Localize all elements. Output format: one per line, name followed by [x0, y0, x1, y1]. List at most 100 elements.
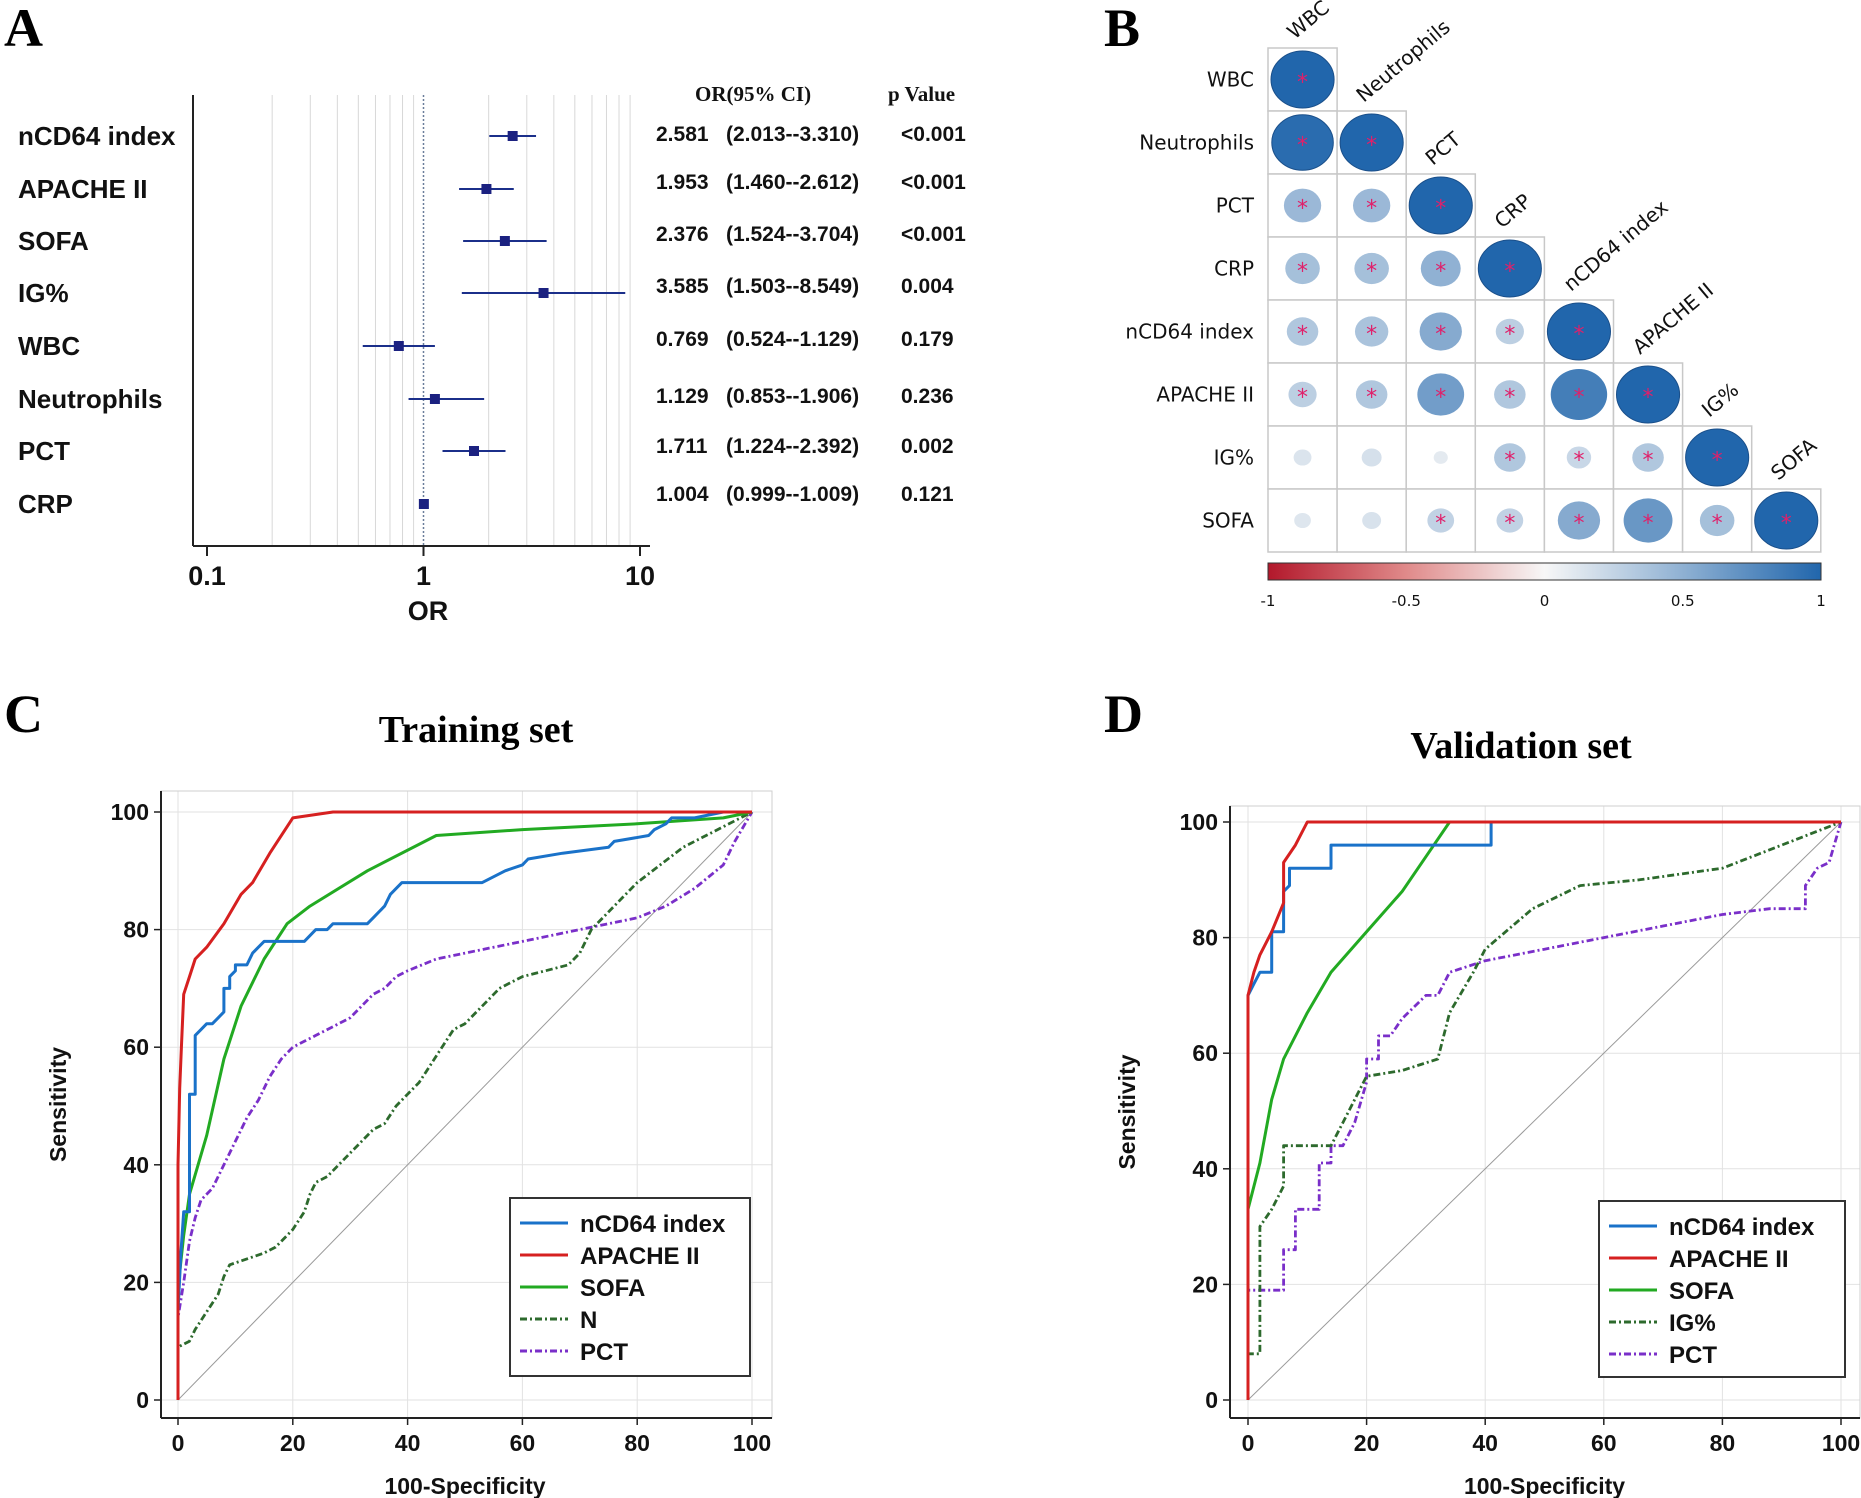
corr-significance-marker: * — [1366, 386, 1377, 411]
corr-significance-marker: * — [1297, 134, 1308, 159]
roc-y-label: Sensitivity — [45, 1047, 71, 1162]
corr-circle — [1754, 491, 1819, 550]
roc-y-tick-label: 80 — [1192, 925, 1218, 951]
corr-significance-marker: * — [1573, 323, 1584, 348]
colorbar — [1267, 562, 1822, 581]
forest-or-value: 1.129 — [656, 385, 709, 408]
roc-curve — [176, 810, 753, 1400]
corr-col-label: CRP — [1490, 189, 1536, 233]
forest-or-value: 1.953 — [656, 171, 709, 194]
corr-col-label: Neutrophils — [1351, 15, 1454, 107]
corr-significance-marker: * — [1366, 260, 1377, 285]
forest-row: Neutrophils 1.129 (0.853--1.906) 0.236 — [18, 384, 954, 414]
corr-circle — [1286, 317, 1319, 346]
forest-rows: nCD64 index 2.581 (2.013--3.310) <0.001APAC… — [18, 121, 966, 519]
roc-legend-label: APACHE II — [1669, 1246, 1789, 1273]
corr-significance-marker: * — [1435, 386, 1446, 411]
forest-or-value: 3.585 — [656, 275, 709, 298]
forest-or-marker — [393, 341, 404, 351]
forest-x-ticks: 0.1 1 10 — [188, 546, 655, 591]
roc-validation-title: Validation set — [1410, 725, 1632, 767]
corr-significance-marker: * — [1573, 512, 1584, 537]
corr-circle — [1285, 252, 1320, 285]
roc-x-tick-label: 60 — [510, 1430, 536, 1456]
forest-row-name: WBC — [18, 331, 80, 361]
roc-legend-label: SOFA — [1669, 1278, 1734, 1305]
roc-reference-diagonal — [1247, 821, 1842, 1401]
roc-training-plot: 0 20 40 60 80 100 0 20 40 60 80 100 100-Specificity S… — [45, 790, 773, 1498]
corr-row-label: APACHE II — [1156, 383, 1254, 407]
corr-significance-marker: * — [1573, 386, 1584, 411]
corr-circle — [1685, 428, 1750, 487]
corr-circle — [1616, 365, 1681, 424]
forest-row-name: SOFA — [18, 226, 89, 256]
forest-header-or: OR(95% CI) — [695, 82, 811, 106]
corr-significance-marker: * — [1504, 323, 1515, 348]
roc-validation-plot: 0 20 40 60 80 100 0 20 40 60 80 100 100-Specificity S… — [1114, 805, 1861, 1498]
corr-circle — [1494, 380, 1526, 409]
roc-x-label: 100-Specificity — [384, 1473, 545, 1498]
corr-significance-marker: * — [1435, 323, 1446, 348]
forest-ci-value: (2.013--3.310) — [726, 123, 859, 146]
corr-col-label: PCT — [1421, 126, 1466, 169]
corr-circle — [1417, 373, 1465, 416]
roc-legend-label: nCD64 index — [580, 1211, 726, 1238]
corr-col-label: WBC — [1282, 0, 1334, 44]
forest-row: APACHE II 1.953 (1.460--2.612) <0.001 — [18, 171, 966, 204]
roc-x-tick-label: 20 — [280, 1430, 306, 1456]
corr-significance-marker: * — [1712, 449, 1723, 474]
corr-circle — [1546, 302, 1611, 361]
corr-circle — [1271, 114, 1334, 171]
forest-row: PCT 1.711 (1.224--2.392) 0.002 — [18, 435, 954, 466]
forest-p-value: 0.236 — [901, 385, 954, 408]
forest-ci-value: (0.853--1.906) — [726, 385, 859, 408]
forest-ci-value: (0.999--1.009) — [726, 483, 859, 506]
corr-significance-marker: * — [1573, 449, 1584, 474]
corr-cell — [1543, 425, 1615, 490]
roc-legend-label: IG% — [1669, 1310, 1716, 1337]
corr-circle — [1339, 113, 1404, 172]
corr-circle — [1293, 449, 1312, 466]
corr-circle — [1699, 504, 1735, 537]
corr-significance-marker: * — [1643, 386, 1654, 411]
roc-y-tick-label: 0 — [136, 1387, 149, 1413]
forest-p-value: <0.001 — [901, 171, 966, 194]
forest-row-name: nCD64 index — [18, 121, 176, 151]
corr-circle — [1420, 250, 1461, 287]
roc-y-tick-label: 40 — [1192, 1156, 1218, 1182]
corr-circle — [1354, 316, 1389, 347]
roc-y-tick-label: 0 — [1205, 1387, 1218, 1413]
forest-or-value: 2.376 — [656, 223, 709, 246]
roc-x-tick-label: 0 — [172, 1430, 185, 1456]
forest-row: SOFA 2.376 (1.524--3.704) <0.001 — [18, 223, 966, 256]
forest-ci-value: (1.224--2.392) — [726, 435, 859, 458]
forest-row-name: Neutrophils — [18, 384, 162, 414]
roc-y-label: Sensitivity — [1114, 1054, 1140, 1169]
roc-y-tick-label: 20 — [123, 1269, 149, 1295]
roc-curve — [1246, 821, 1843, 1400]
forest-row-name: APACHE II — [18, 174, 148, 204]
corr-cells: * * * * * * * * * * * * * * * * * * * * * * * * * * * * * * * — [1267, 47, 1822, 553]
forest-row-name: CRP — [18, 489, 73, 519]
corr-circle — [1362, 511, 1382, 530]
forest-or-value: 1.711 — [656, 435, 708, 458]
forest-p-value: <0.001 — [901, 123, 966, 146]
corr-circle — [1288, 381, 1317, 408]
corr-circle — [1352, 188, 1391, 223]
colorbar-tick-label: 0.5 — [1671, 592, 1695, 610]
forest-row: CRP 1.004 (0.999--1.009) 0.121 — [18, 483, 954, 519]
forest-ci-value: (1.524--3.704) — [726, 223, 859, 246]
roc-x-tick-label: 60 — [1591, 1430, 1617, 1456]
forest-header-p: p Value — [888, 82, 955, 106]
corr-row-label: IG% — [1214, 446, 1254, 470]
corr-significance-marker: * — [1435, 197, 1446, 222]
roc-y-tick-label: 100 — [1180, 809, 1218, 835]
forest-or-marker — [499, 236, 510, 246]
forest-or-marker — [481, 184, 492, 194]
roc-reference-diagonal — [177, 811, 753, 1401]
corr-significance-marker: * — [1435, 260, 1446, 285]
colorbar-tick-label: -0.5 — [1392, 592, 1421, 610]
forest-row-name: PCT — [18, 436, 70, 466]
corr-col-label: nCD64 index — [1559, 195, 1673, 296]
corr-row-label: SOFA — [1202, 509, 1254, 533]
